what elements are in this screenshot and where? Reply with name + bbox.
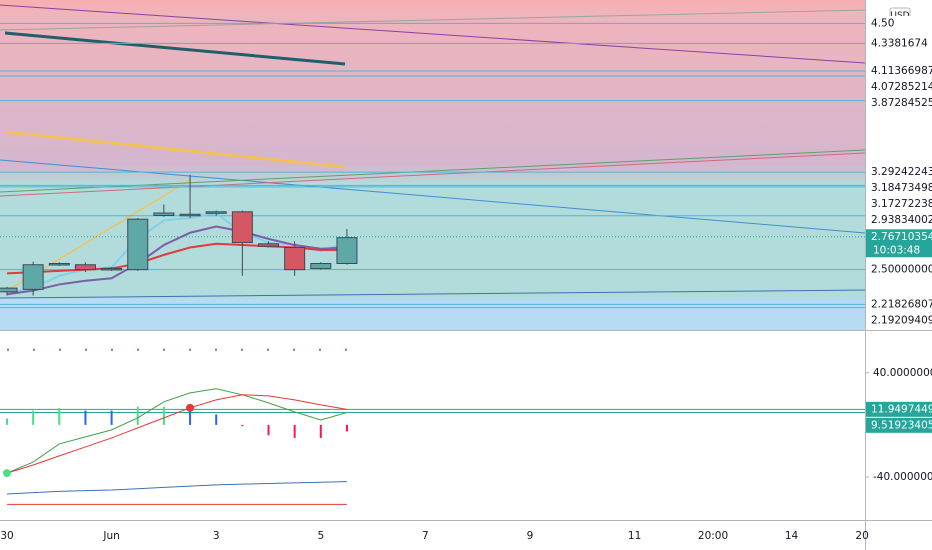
x-tick-label: 20	[855, 530, 868, 542]
price-label-box	[866, 262, 932, 278]
x-tick-label: 14	[785, 530, 799, 542]
price-label-box	[866, 212, 932, 228]
price-label-box	[866, 417, 932, 433]
price-label: 4.07285214	[871, 81, 932, 93]
histogram-bar	[162, 406, 165, 425]
histogram-bar	[110, 410, 113, 425]
candle-body	[336, 237, 358, 265]
candle-body	[179, 213, 201, 217]
price-label: 11.94974497	[871, 403, 932, 415]
histogram-bar	[32, 410, 35, 425]
countdown: 10:03:48	[873, 244, 920, 256]
price-label-box	[866, 164, 932, 180]
histogram-bar	[267, 424, 270, 436]
price-label: 4.11366987	[871, 65, 932, 77]
price-label: 3.87284525	[871, 97, 932, 109]
candle-body	[127, 218, 149, 271]
y-tick-label: 40.00000000	[873, 367, 932, 379]
price-label: 2.76710354	[871, 231, 932, 243]
price-label: 4.3381674	[871, 37, 928, 49]
candle-body	[74, 264, 96, 271]
candle-body	[231, 211, 253, 244]
price-label-box	[866, 79, 932, 95]
price-label-box	[866, 95, 932, 111]
background-zones	[0, 0, 865, 330]
histogram-bar	[84, 410, 87, 425]
indicator-line	[6, 394, 348, 474]
price-label: 3.17272238	[871, 198, 932, 210]
price-label: 2.93834002	[871, 214, 932, 226]
x-tick-label: 3	[213, 530, 220, 542]
price-label-box	[866, 401, 932, 417]
candle-body	[310, 263, 332, 269]
signal-dot	[186, 403, 195, 412]
price-label: 4.50	[871, 17, 894, 29]
y-tick-label: -40.00000000	[873, 471, 932, 483]
x-tick-label: 5	[317, 530, 324, 542]
x-tick-label: 7	[422, 530, 429, 542]
candle-body	[258, 243, 279, 247]
price-label-box	[866, 196, 932, 212]
histogram-bar	[6, 418, 8, 425]
price-label: 2.19209409	[871, 314, 932, 326]
candle-body	[153, 212, 175, 216]
x-tick-label: 30	[0, 530, 13, 542]
price-label-box	[866, 296, 932, 312]
price-label: 3.18473498	[871, 182, 932, 194]
price-label: 2.21826807	[871, 298, 932, 310]
x-tick-label: 9	[527, 530, 534, 542]
price-label-box	[866, 63, 932, 79]
histogram-bar	[319, 424, 322, 438]
price-label: 2.50000000	[871, 264, 932, 276]
price-label: 9.51923405	[871, 419, 932, 431]
price-label-box	[866, 35, 932, 51]
price-label-box	[866, 15, 932, 31]
moving-average	[6, 225, 347, 296]
histogram-bar	[241, 424, 244, 427]
x-tick-label: Jun	[102, 530, 119, 542]
candle-body	[101, 267, 123, 271]
histogram-bar	[136, 406, 139, 425]
candle-body	[284, 247, 306, 271]
histogram-bar	[58, 407, 61, 425]
candle-body	[205, 211, 227, 214]
histogram-bar	[189, 407, 192, 425]
price-label-box	[866, 229, 932, 258]
histogram-bar	[345, 424, 348, 432]
histogram-bar	[215, 414, 218, 425]
histogram-bar	[293, 424, 296, 438]
price-label-box	[866, 312, 932, 328]
indicator-line	[6, 481, 347, 495]
candle-body	[48, 263, 70, 266]
price-label: 3.29242243	[871, 166, 932, 178]
x-tick-label: 20:00	[698, 530, 728, 542]
signal-dot	[3, 469, 11, 478]
candle-body	[22, 264, 44, 290]
indicator-line	[6, 388, 348, 474]
price-label-box	[866, 180, 932, 196]
x-tick-label: 11	[628, 530, 641, 542]
candle-body	[0, 287, 18, 293]
